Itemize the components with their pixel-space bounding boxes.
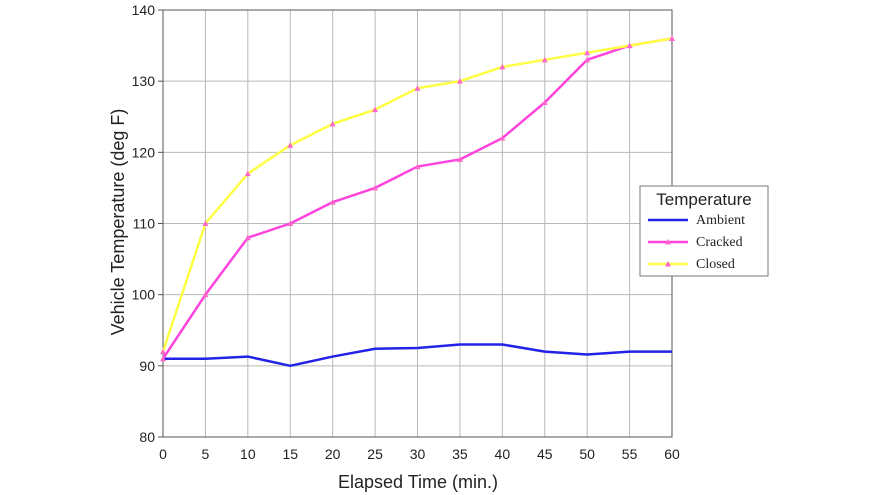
data-point-closed — [329, 120, 336, 127]
data-point-closed — [584, 49, 591, 56]
x-tick-label: 25 — [367, 446, 383, 462]
data-point-cracked — [541, 99, 548, 106]
data-point-closed — [202, 220, 209, 226]
data-point-closed — [541, 56, 548, 63]
series-line-ambient — [163, 343, 672, 368]
data-point-cracked — [202, 291, 209, 298]
y-tick-label: 110 — [133, 216, 156, 232]
data-point-closed — [456, 78, 463, 84]
data-point-cracked — [329, 199, 336, 205]
data-point-cracked — [160, 355, 166, 362]
data-point-closed — [160, 348, 166, 355]
x-tick-label: 40 — [495, 446, 511, 462]
x-axis-title: Elapsed Time (min.) — [338, 472, 498, 492]
data-point-closed — [372, 106, 379, 113]
data-point-cracked — [244, 234, 251, 241]
y-tick-label: 80 — [139, 429, 155, 445]
tick-labels: 0 5 10 15 20 25 30 35 40 45 50 55 60 80 90 100 110 120 130… — [132, 2, 680, 462]
x-tick-label: 35 — [452, 446, 468, 462]
x-tick-label: 30 — [410, 446, 426, 462]
y-tick-label: 130 — [132, 73, 156, 89]
data-point-cracked — [456, 156, 463, 162]
legend-box — [639, 185, 769, 277]
legend-title: Temperature — [656, 190, 751, 209]
data-point-closed — [244, 170, 251, 177]
legend-label-closed: Closed — [696, 257, 735, 272]
y-axis-title: Vehicle Temperature (deg F) — [108, 109, 128, 336]
legend-label-ambient: Ambient — [696, 213, 745, 228]
data-point-closed — [287, 142, 294, 148]
data-point-cracked — [372, 184, 379, 191]
grid — [162, 9, 673, 438]
y-tick-label: 100 — [132, 287, 156, 303]
x-tick-label: 0 — [159, 446, 167, 462]
y-tick-label: 140 — [132, 2, 156, 18]
x-tick-label: 15 — [282, 446, 298, 462]
data-point-cracked — [287, 220, 294, 226]
data-point-closed — [626, 42, 633, 49]
x-tick-label: 45 — [537, 446, 553, 462]
data-point-closed — [414, 85, 421, 91]
x-tick-label: 55 — [622, 446, 638, 462]
data-point-cracked — [414, 163, 421, 170]
legend-marker-closed — [665, 261, 671, 267]
x-tick-label: 50 — [579, 446, 595, 462]
x-tick-label: 5 — [202, 446, 210, 462]
x-tick-label: 60 — [664, 446, 680, 462]
legend-marker-cracked — [665, 239, 671, 245]
legend-label-cracked: Cracked — [696, 235, 743, 250]
x-tick-label: 20 — [325, 446, 341, 462]
data-point-cracked — [499, 135, 506, 141]
x-tick-label: 10 — [240, 446, 256, 462]
series-markers — [160, 35, 675, 362]
y-tick-label: 90 — [139, 358, 155, 374]
y-tick-label: 120 — [132, 144, 156, 160]
data-point-closed — [499, 63, 506, 70]
legend: Temperature Ambient Cracked Closed — [639, 185, 769, 277]
data-point-closed — [669, 35, 675, 41]
data-point-cracked — [584, 56, 591, 63]
